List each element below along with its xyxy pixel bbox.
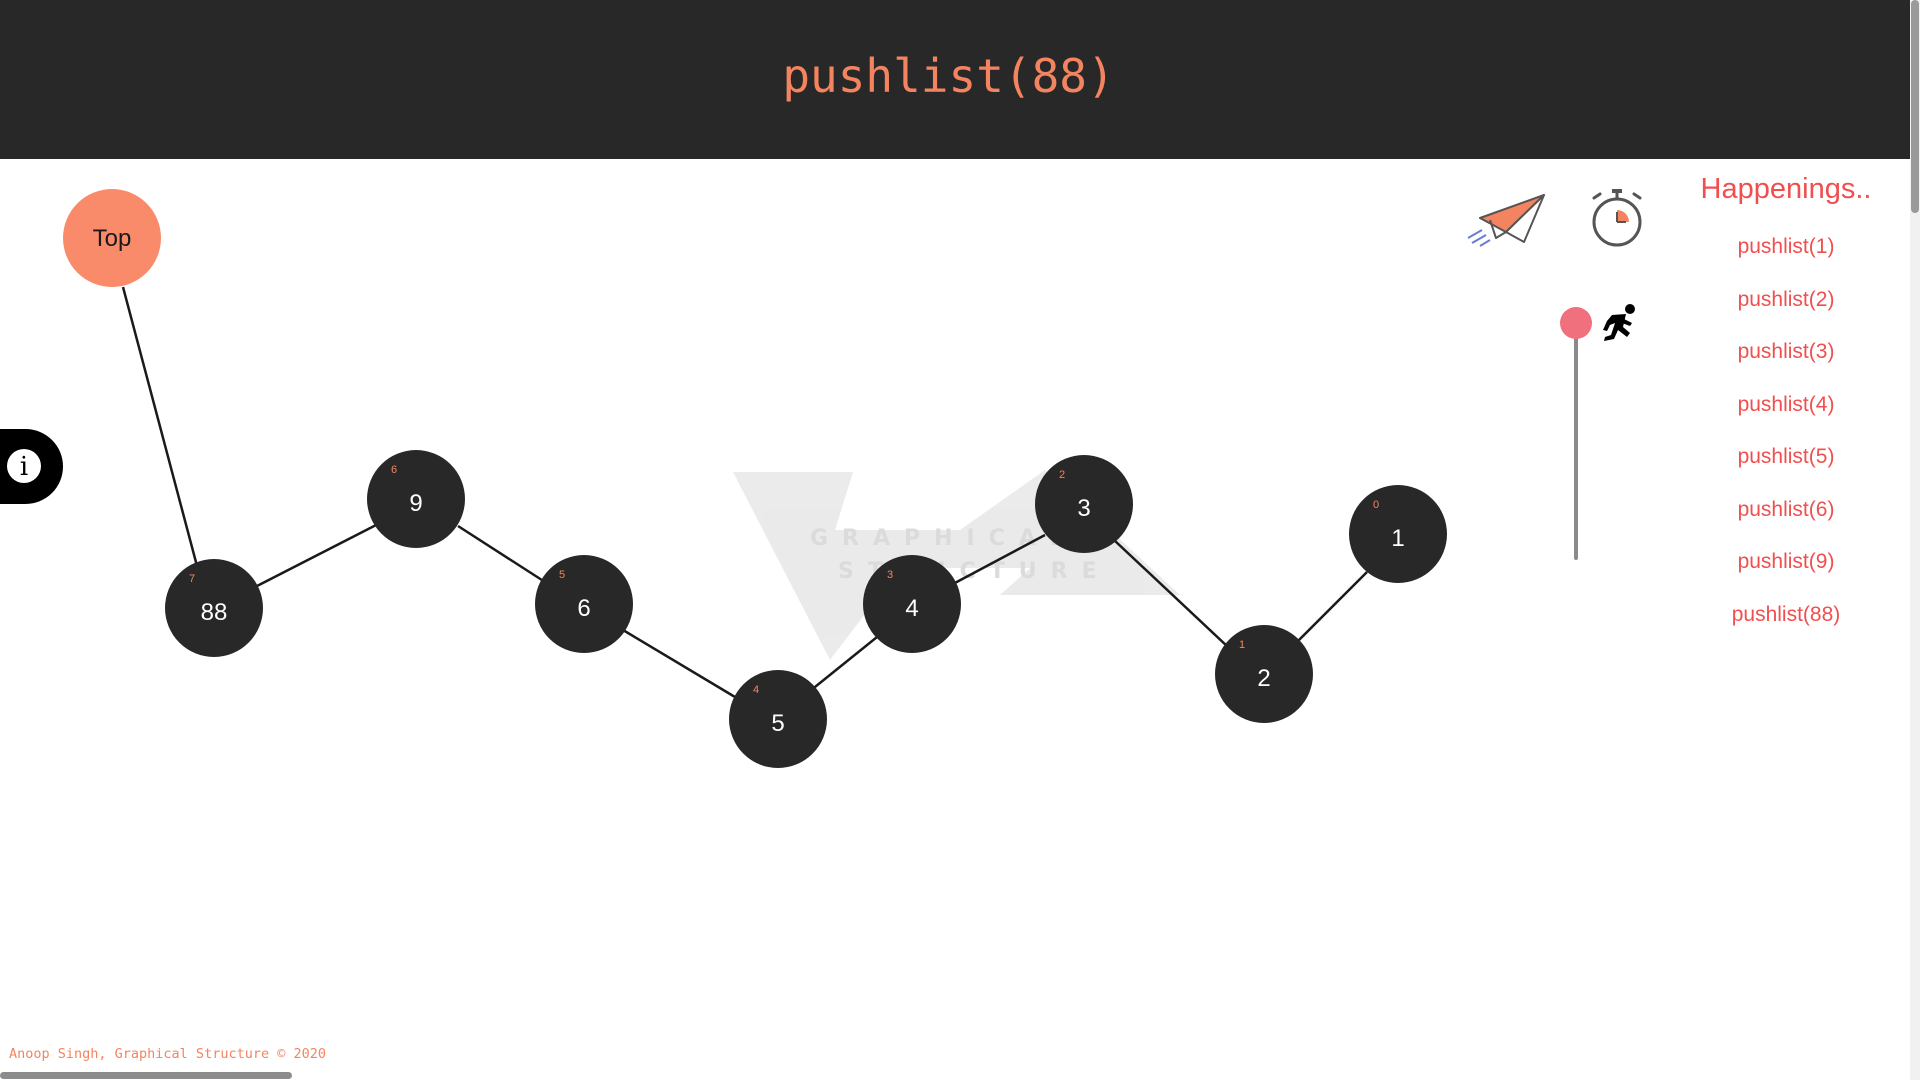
node-circle[interactable] xyxy=(535,555,633,653)
info-button[interactable]: i xyxy=(0,429,63,504)
node-3[interactable]: 2 3 xyxy=(1035,455,1133,553)
node-circle[interactable] xyxy=(367,450,465,548)
node-value: 6 xyxy=(577,595,590,622)
node-value: 9 xyxy=(409,490,422,517)
node-5[interactable]: 4 5 xyxy=(729,670,827,768)
node-circle[interactable] xyxy=(1349,485,1447,583)
speed-indicator xyxy=(1600,303,1638,345)
info-icon: i xyxy=(7,449,41,483)
edge-9-to-6 xyxy=(457,524,546,584)
stopwatch-icon xyxy=(1592,189,1642,247)
node-index: 2 xyxy=(1059,469,1065,481)
node-index: 7 xyxy=(189,573,195,585)
edge-top-to-88 xyxy=(121,286,199,567)
node-value: 1 xyxy=(1391,525,1404,552)
node-88[interactable]: 7 88 xyxy=(165,559,263,657)
paper-plane-icon xyxy=(1467,194,1545,247)
happenings-title: Happenings.. xyxy=(1700,173,1872,205)
node-circle[interactable] xyxy=(863,555,961,653)
node-4[interactable]: 3 4 xyxy=(863,555,961,653)
node-circle[interactable] xyxy=(165,559,263,657)
edge-6-to-5 xyxy=(622,628,736,699)
edge-5-to-4 xyxy=(809,632,883,692)
node-value: 5 xyxy=(771,710,784,737)
log-item[interactable]: pushlist(5) xyxy=(1737,445,1835,468)
horizontal-scrollbar-thumb[interactable] xyxy=(0,1072,292,1079)
log-item[interactable]: pushlist(88) xyxy=(1731,602,1841,626)
running-man-icon xyxy=(1603,304,1635,341)
edge-88-to-9 xyxy=(256,521,381,588)
vertical-scrollbar[interactable] xyxy=(1910,0,1920,1080)
footer-credit: Anoop Singh, Graphical Structure © 2020 xyxy=(9,1046,326,1062)
top-pointer-circle xyxy=(63,189,161,287)
node-6[interactable]: 5 6 xyxy=(535,555,633,653)
node-circle[interactable] xyxy=(1215,625,1313,723)
top-pointer: Top xyxy=(63,189,161,287)
edges xyxy=(121,286,1368,699)
node-value: 88 xyxy=(201,599,228,626)
send-button[interactable] xyxy=(1466,190,1546,250)
log-item[interactable]: pushlist(9) xyxy=(1737,550,1835,573)
node-9[interactable]: 6 9 xyxy=(367,450,465,548)
top-pointer-label: Top xyxy=(93,225,132,252)
header-bar: pushlist(88) xyxy=(0,0,1920,159)
log-item[interactable]: pushlist(4) xyxy=(1737,392,1835,416)
log-item[interactable]: pushlist(1) xyxy=(1737,235,1835,258)
node-1[interactable]: 0 1 xyxy=(1349,485,1447,583)
log-item[interactable]: pushlist(6) xyxy=(1737,497,1835,521)
node-2[interactable]: 1 2 xyxy=(1215,625,1313,723)
node-circle[interactable] xyxy=(1035,455,1133,553)
node-index: 3 xyxy=(887,569,893,581)
happenings-panel: Happenings.. pushlist(1) pushlist(2) pus… xyxy=(1680,165,1892,641)
speed-slider-track[interactable] xyxy=(1574,323,1578,560)
node-index: 5 xyxy=(559,569,565,581)
speed-slider[interactable] xyxy=(1560,305,1592,560)
log-item[interactable]: pushlist(2) xyxy=(1737,287,1835,311)
node-index: 6 xyxy=(391,464,397,476)
edge-3-to-2 xyxy=(1113,539,1229,648)
timer-button[interactable] xyxy=(1588,186,1646,250)
node-value: 4 xyxy=(905,595,918,622)
speed-slider-thumb[interactable] xyxy=(1560,307,1592,339)
node-index: 4 xyxy=(753,684,759,696)
operation-title: pushlist(88) xyxy=(782,49,1115,103)
node-circle[interactable] xyxy=(729,670,827,768)
node-value: 2 xyxy=(1257,665,1270,692)
node-value: 3 xyxy=(1077,495,1090,522)
log-item[interactable]: pushlist(3) xyxy=(1737,340,1835,363)
node-index: 1 xyxy=(1239,639,1245,651)
node-index: 0 xyxy=(1373,499,1379,511)
edge-2-to-1 xyxy=(1295,571,1368,644)
edge-4-to-3 xyxy=(952,533,1046,586)
vertical-scrollbar-thumb[interactable] xyxy=(1911,0,1919,213)
